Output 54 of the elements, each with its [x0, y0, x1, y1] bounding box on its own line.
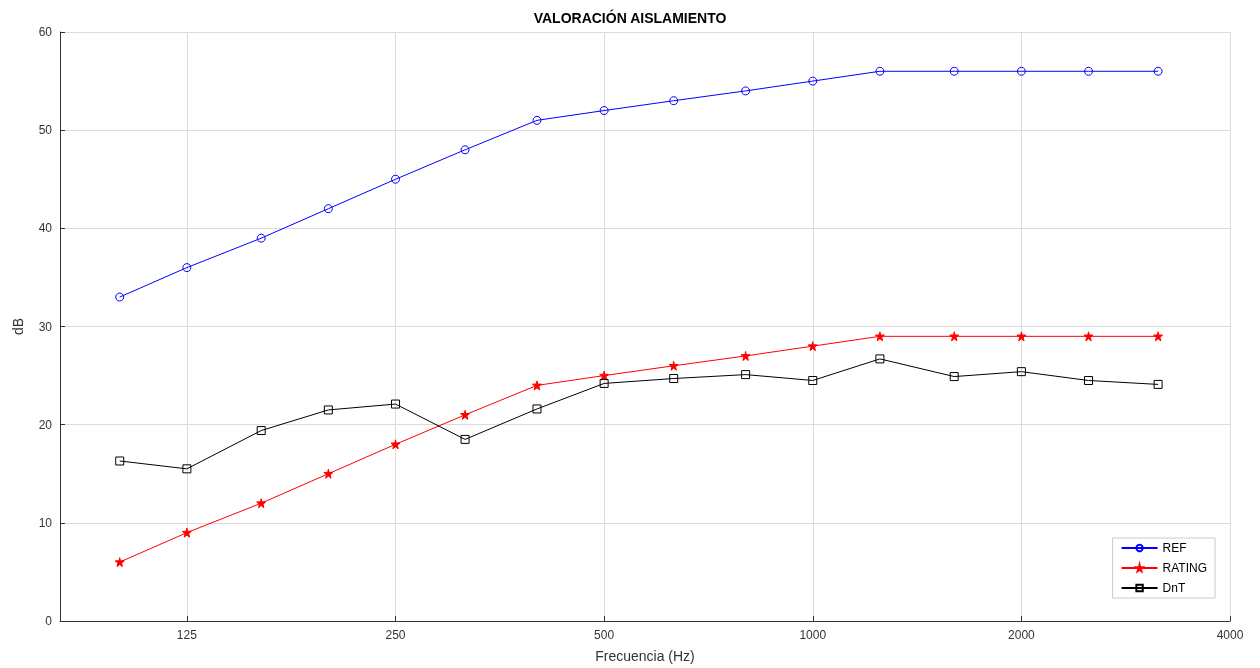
point: [323, 468, 334, 479]
x-tick-label: 250: [385, 628, 406, 642]
legend-label: DnT: [1162, 581, 1186, 595]
point: [599, 370, 610, 381]
point: [115, 292, 125, 302]
legend-label: RATING: [1162, 561, 1208, 575]
point: [807, 341, 818, 352]
point: [1153, 66, 1163, 76]
point: [323, 405, 333, 415]
point: [1016, 331, 1027, 342]
point: [808, 375, 818, 385]
point: [1084, 66, 1094, 76]
point: [460, 409, 471, 420]
point: [460, 145, 470, 155]
point: [1083, 331, 1094, 342]
point: [668, 360, 679, 371]
point: [460, 434, 470, 444]
point: [532, 404, 542, 414]
point: [1084, 375, 1094, 385]
point: [531, 380, 542, 391]
point: [532, 115, 542, 125]
y-tick-label: 20: [38, 417, 53, 432]
point: [323, 204, 333, 214]
point: [669, 96, 679, 106]
point: [599, 106, 609, 116]
point: [808, 76, 818, 86]
point: [1016, 367, 1026, 377]
y-axis-title: dB: [10, 317, 26, 336]
x-axis-title: Frecuencia (Hz): [595, 648, 695, 664]
y-tick-label: 50: [38, 123, 53, 138]
point: [669, 374, 679, 384]
point: [114, 557, 125, 568]
x-tick-label: 1000: [799, 628, 827, 642]
point: [390, 439, 401, 450]
x-tick-label: 2000: [1008, 628, 1036, 642]
y-tick-label: 40: [38, 221, 53, 236]
point: [875, 354, 885, 364]
point: [1016, 66, 1026, 76]
chart-title: VALORACIÓN AISLAMIENTO: [533, 9, 727, 26]
point: [115, 456, 125, 466]
point: [875, 66, 885, 76]
x-tick-label: 125: [176, 628, 198, 642]
y-tick-label: 10: [38, 515, 53, 530]
y-tick-label: 0: [45, 614, 53, 628]
point: [1153, 331, 1164, 342]
point: [391, 399, 401, 409]
x-tick-label: 4000: [1216, 628, 1244, 642]
point: [1153, 379, 1163, 389]
point: [391, 174, 401, 184]
y-tick-label: 30: [38, 319, 53, 334]
legend-label: REF: [1162, 541, 1187, 555]
point: [599, 378, 609, 388]
x-tick-label: 500: [594, 628, 615, 642]
y-tick-label: 60: [38, 25, 53, 39]
